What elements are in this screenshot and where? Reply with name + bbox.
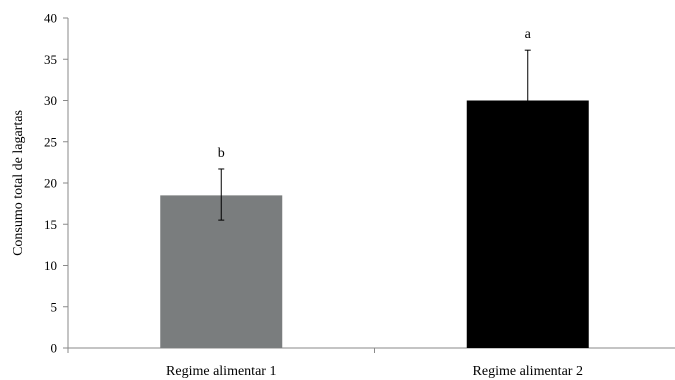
significance-labels: ba [218,27,532,161]
y-tick-label: 5 [51,299,58,314]
bar [466,100,589,348]
y-axis-label: Consumo total de lagartas [11,110,26,256]
bars [160,100,589,348]
x-axis [67,347,675,353]
y-tick-label: 30 [44,93,57,108]
y-tick-label: 40 [44,11,57,26]
y-tick-label: 0 [51,341,58,356]
significance-label: b [218,146,225,161]
y-tick-label: 35 [44,52,57,67]
bar [160,195,283,348]
significance-label: a [525,27,532,42]
x-tick-label: Regime alimentar 2 [473,364,583,379]
y-tick-label: 10 [44,258,57,273]
y-axis: 0 5 10 15 20 25 30 35 40 [44,11,69,356]
y-tick-label: 15 [44,217,57,232]
category-labels: Regime alimentar 1 Regime alimentar 2 [166,364,583,379]
x-tick-label: Regime alimentar 1 [166,364,276,379]
error-bars [218,49,531,221]
y-tick-label: 20 [44,176,57,191]
y-tick-label: 25 [44,134,57,149]
